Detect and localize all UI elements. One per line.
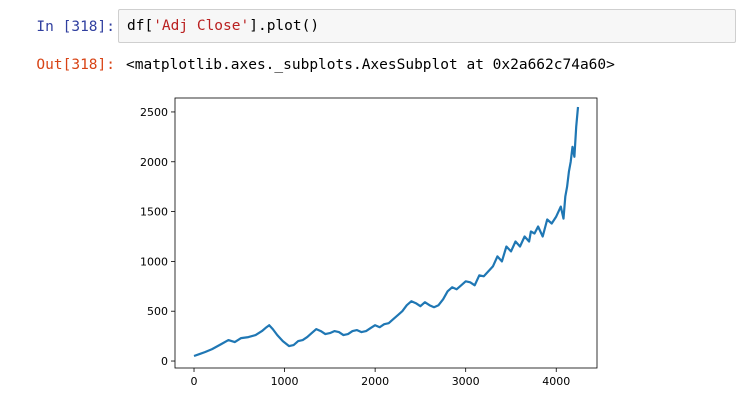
x-tick-label: 2000 xyxy=(361,375,389,388)
x-tick-label: 0 xyxy=(191,375,198,388)
output-prompt: Out[318]: xyxy=(36,57,115,73)
code-string-literal: 'Adj Close' xyxy=(153,18,250,34)
x-tick-label: 1000 xyxy=(271,375,299,388)
y-tick-label: 500 xyxy=(147,305,168,318)
y-tick-label: 0 xyxy=(161,355,168,368)
y-tick-label: 2500 xyxy=(140,106,168,119)
y-tick-label: 1500 xyxy=(140,206,168,219)
code-suffix: ].plot() xyxy=(249,18,320,34)
code-input[interactable]: df['Adj Close'].plot() xyxy=(118,9,736,43)
axes-frame xyxy=(174,97,598,369)
line-plot: 0 1000 2000 3000 4000 0 500 1000 1500 2000 2500 xyxy=(140,97,598,388)
x-tick-label: 4000 xyxy=(542,375,570,388)
code-prefix: df[ xyxy=(127,18,154,34)
y-tick-label: 2000 xyxy=(140,156,168,169)
input-prompt: In [318]: xyxy=(36,19,115,35)
adj-close-line xyxy=(193,106,580,358)
output-repr: <matplotlib.axes._subplots.AxesSubplot a… xyxy=(126,57,615,73)
x-tick-label: 3000 xyxy=(452,375,480,388)
y-tick-label: 1000 xyxy=(140,255,168,268)
